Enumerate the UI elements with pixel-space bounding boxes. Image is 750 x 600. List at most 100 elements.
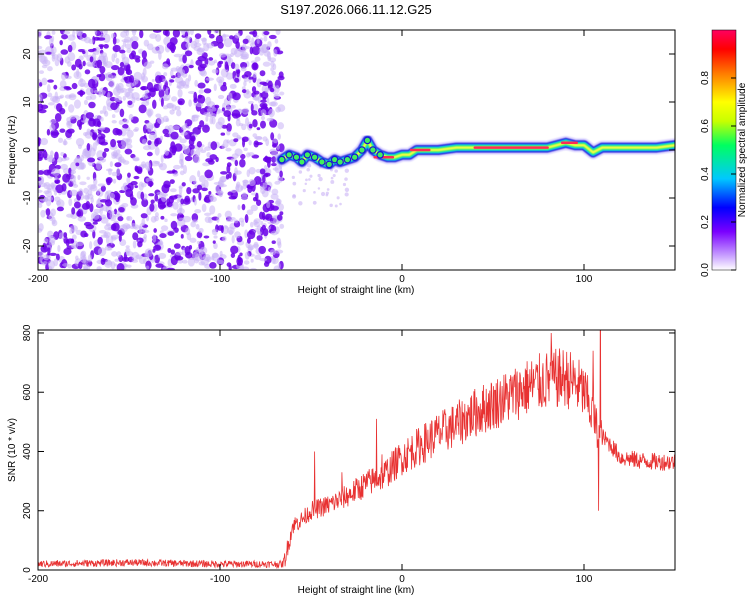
noise-speck — [169, 70, 174, 77]
noise-speck — [55, 184, 64, 194]
noise-speck — [172, 125, 180, 130]
noise-speck — [77, 215, 86, 222]
noise-speck — [179, 152, 184, 162]
noise-speck — [274, 93, 280, 99]
noise-speck — [183, 164, 188, 174]
noise-speck — [77, 90, 86, 96]
noise-speck — [142, 93, 148, 100]
noise-speck — [292, 194, 296, 198]
noise-speck — [147, 140, 152, 146]
noise-speck — [207, 30, 212, 35]
noise-speck — [239, 158, 246, 168]
noise-speck — [97, 136, 106, 145]
noise-speck — [48, 235, 54, 239]
noise-speck — [235, 118, 241, 127]
noise-speck — [71, 64, 77, 71]
noise-speck — [132, 240, 137, 249]
noise-speck — [47, 260, 55, 270]
noise-speck — [111, 75, 117, 79]
noise-speck — [273, 218, 278, 224]
noise-speck — [197, 94, 203, 99]
noise-speck — [210, 141, 218, 151]
noise-speck — [256, 235, 263, 241]
noise-speck — [269, 87, 275, 93]
noise-speck — [186, 186, 192, 195]
noise-speck — [223, 110, 232, 117]
noise-speck — [38, 189, 43, 193]
noise-speck — [209, 154, 218, 160]
noise-speck — [92, 221, 98, 225]
noise-speck — [98, 126, 106, 131]
noise-speck — [344, 168, 350, 173]
noise-speck — [317, 187, 321, 190]
spectrogram-ridge — [274, 133, 675, 172]
noise-speck — [193, 180, 198, 184]
noise-speck — [250, 204, 258, 212]
noise-speck — [190, 40, 198, 49]
noise-speck — [209, 193, 215, 202]
noise-speck — [320, 191, 326, 197]
noise-speck — [205, 115, 209, 122]
noise-speck — [73, 157, 83, 165]
noise-speck — [42, 150, 48, 159]
noise-speck — [68, 198, 73, 207]
noise-speck — [208, 191, 212, 195]
noise-speck — [77, 78, 86, 87]
noise-speck — [81, 33, 87, 39]
noise-speck — [77, 174, 81, 181]
noise-speck — [262, 82, 269, 87]
noise-speck — [215, 259, 225, 265]
noise-speck — [87, 254, 93, 263]
noise-speck — [99, 157, 107, 163]
noise-speck — [154, 194, 159, 202]
noise-speck — [171, 104, 177, 111]
noise-speck — [39, 70, 45, 75]
noise-speck — [152, 234, 157, 243]
noise-speck — [270, 67, 274, 72]
ridge-blob — [292, 153, 301, 162]
noise-speck — [266, 97, 270, 104]
noise-speck — [185, 227, 191, 236]
noise-speck — [82, 50, 86, 55]
noise-speck — [256, 38, 260, 44]
noise-speck — [169, 109, 175, 115]
noise-speck — [249, 221, 254, 228]
noise-speck — [97, 183, 106, 187]
noise-speck — [298, 201, 303, 206]
noise-speck — [162, 30, 169, 36]
noise-speck — [96, 266, 102, 270]
noise-speck — [173, 243, 181, 249]
noise-speck — [243, 260, 250, 265]
noise-speck — [243, 147, 248, 152]
noise-speck — [146, 151, 153, 157]
noise-speck — [111, 251, 118, 257]
noise-speck — [170, 220, 178, 230]
noise-speck — [214, 104, 220, 109]
noise-speck — [55, 103, 63, 112]
noise-speck — [253, 176, 262, 185]
ridge-blob — [343, 155, 352, 164]
noise-speck — [102, 205, 108, 212]
noise-speck — [163, 180, 171, 189]
noise-speck — [277, 122, 285, 130]
noise-speck — [83, 265, 89, 270]
noise-speck — [85, 87, 94, 96]
noise-speck — [246, 209, 254, 215]
noise-speck — [73, 99, 81, 109]
noise-speck — [248, 167, 256, 175]
noise-speck — [128, 75, 135, 84]
noise-speck — [80, 154, 84, 162]
noise-speck — [51, 216, 56, 225]
noise-speck — [115, 57, 120, 65]
noise-speck — [100, 185, 106, 192]
noise-speck — [209, 262, 217, 269]
noise-speck — [235, 41, 240, 49]
noise-speck — [38, 228, 43, 233]
noise-speck — [274, 38, 279, 44]
noise-speck — [234, 159, 239, 167]
noise-speck — [179, 214, 185, 219]
noise-speck — [97, 247, 107, 257]
noise-speck — [69, 115, 76, 120]
noise-speck — [147, 109, 152, 118]
noise-speck — [71, 82, 78, 90]
